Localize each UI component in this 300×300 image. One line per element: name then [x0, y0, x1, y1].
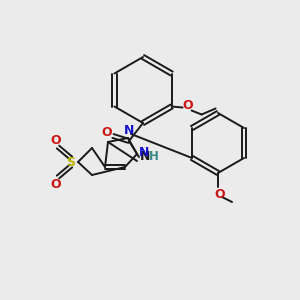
Text: O: O [215, 188, 225, 200]
Text: O: O [51, 134, 61, 146]
Text: O: O [102, 127, 112, 140]
Text: S: S [67, 155, 76, 169]
Text: O: O [51, 178, 61, 190]
Text: H: H [149, 149, 159, 163]
Text: N: N [140, 149, 150, 163]
Text: N: N [139, 146, 149, 160]
Text: N: N [124, 124, 134, 137]
Text: O: O [182, 99, 193, 112]
